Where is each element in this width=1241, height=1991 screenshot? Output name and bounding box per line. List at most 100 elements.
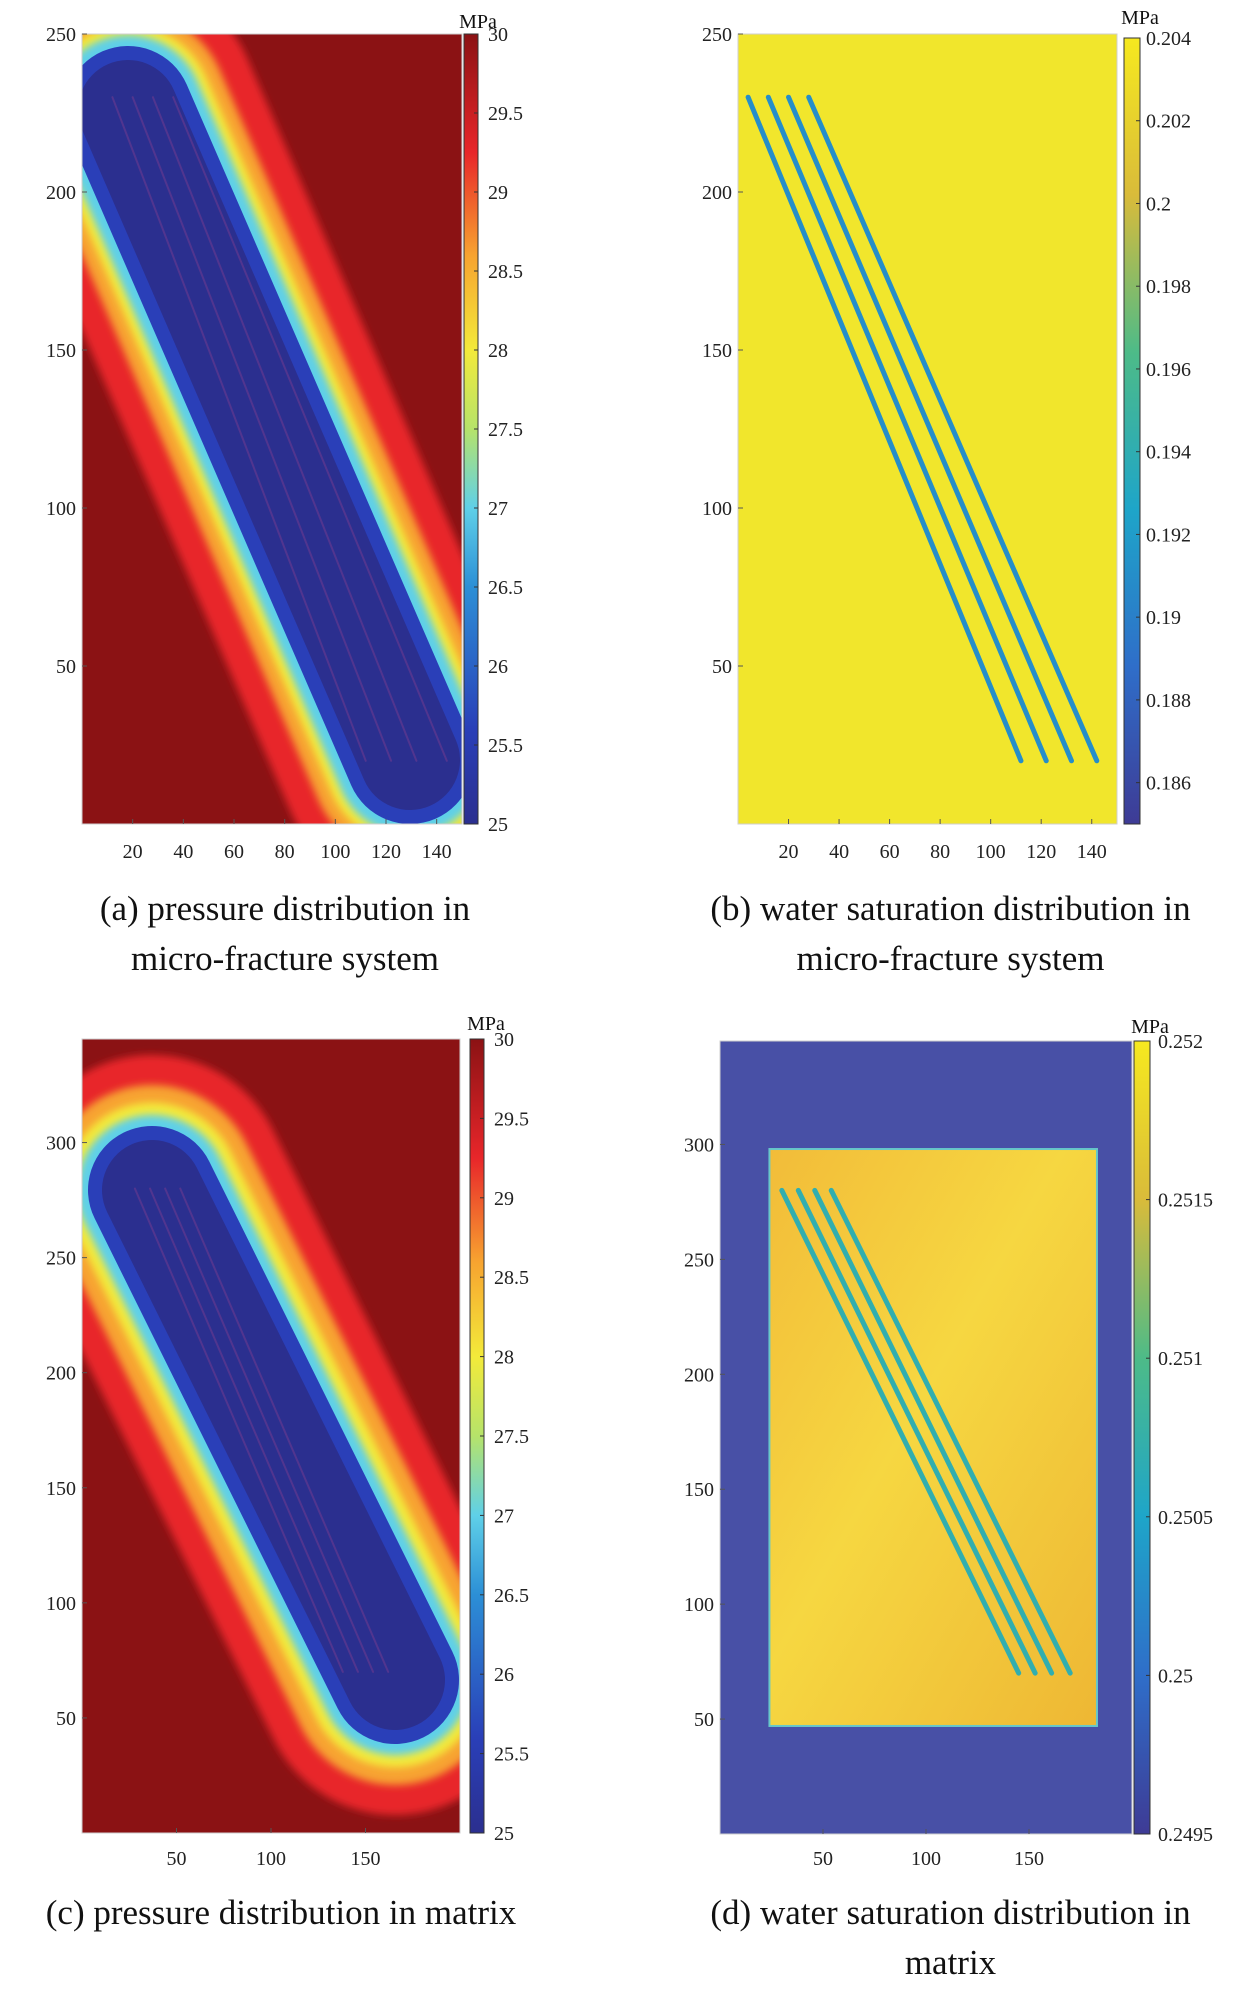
y-tick-label: 150: [702, 340, 732, 362]
colorbar-tick-label: 27: [494, 1505, 514, 1527]
colorbar-tick-label: 0.2505: [1158, 1507, 1213, 1529]
y-tick-label: 50: [694, 1709, 714, 1731]
caption-a-line-2: micro-fracture system: [130, 939, 440, 978]
x-tick-label: 50: [813, 1848, 833, 1870]
caption-d: (d) water saturation distribution in mat…: [660, 1888, 1241, 1988]
colorbar-tick-label: 26.5: [488, 577, 523, 599]
colorbar-tick-label: 0.2495: [1158, 1824, 1213, 1846]
colorbar-tick-label: 0.2: [1146, 193, 1171, 215]
x-tick-label: 60: [880, 841, 900, 863]
x-tick-label: 60: [224, 841, 244, 863]
colorbar-tick-label: 28.5: [488, 261, 523, 283]
colorbar-tick-label: 30: [488, 24, 508, 46]
colorbar-tick-label: 0.251: [1158, 1348, 1203, 1370]
colorbar-unit-label: MPa: [1131, 1016, 1169, 1038]
fracture-line: [765, 94, 1049, 764]
fracture-line: [812, 1187, 1055, 1676]
colorbar-tick-label: 25: [494, 1823, 514, 1845]
colorbar-unit-label: MPa: [467, 1013, 505, 1035]
caption-a: (a) pressure distribution in micro-fract…: [20, 884, 550, 984]
x-tick-label: 120: [1026, 841, 1056, 863]
colorbar-tick-label: 0.204: [1146, 28, 1191, 50]
colorbar-tick-label: 25: [488, 814, 508, 836]
y-tick-label: 200: [684, 1364, 714, 1386]
fracture-line: [745, 94, 1024, 764]
colorbar-tick-label: 26: [494, 1664, 514, 1686]
colorbar-tick-label: 0.194: [1146, 442, 1191, 464]
colorbar-tick-label: 26: [488, 656, 508, 678]
colorbar: [1133, 1040, 1151, 1835]
plot-frame: [737, 33, 1118, 825]
x-tick-label: 140: [1077, 841, 1107, 863]
fracture-line: [149, 1187, 359, 1673]
x-tick-label: 100: [976, 841, 1006, 863]
y-tick-label: 50: [56, 656, 76, 678]
colorbar-tick-label: 0.252: [1158, 1031, 1203, 1053]
colorbar-tick-label: 0.188: [1146, 690, 1191, 712]
fracture-line: [131, 96, 393, 762]
colorbar-tick-label: 0.186: [1146, 773, 1191, 795]
y-tick-label: 250: [702, 24, 732, 46]
x-tick-label: 150: [351, 1848, 381, 1870]
caption-d-line-1: (d) water saturation distribution in: [710, 1893, 1191, 1932]
y-tick-label: 150: [46, 1478, 76, 1500]
y-tick-label: 50: [712, 656, 732, 678]
panel-a-heatmap: [82, 34, 462, 824]
fracture-line: [795, 1187, 1038, 1676]
colorbar-tick-label: 28: [494, 1347, 514, 1369]
colorbar-tick-label: 29.5: [494, 1108, 529, 1130]
panel-c-heatmap: [82, 1039, 460, 1833]
fracture-line: [779, 1187, 1022, 1676]
y-tick-label: 100: [46, 1593, 76, 1615]
y-tick-label: 100: [46, 498, 76, 520]
x-tick-label: 80: [930, 841, 950, 863]
caption-c: (c) pressure distribution in matrix: [0, 1888, 562, 1938]
fracture-line: [828, 1187, 1073, 1676]
colorbar-unit-label: MPa: [1121, 7, 1159, 29]
colorbar-tick-label: 29.5: [488, 103, 523, 125]
colorbar-tick-label: 29: [488, 182, 508, 204]
y-tick-label: 300: [46, 1133, 76, 1155]
colorbar-tick-label: 28.5: [494, 1267, 529, 1289]
x-tick-label: 140: [422, 841, 452, 863]
colorbar-tick-label: 30: [494, 1029, 514, 1051]
y-tick-label: 50: [56, 1708, 76, 1730]
y-tick-label: 200: [46, 1363, 76, 1385]
fracture-line: [164, 1187, 375, 1673]
y-tick-label: 200: [702, 182, 732, 204]
y-tick-label: 250: [46, 24, 76, 46]
x-tick-label: 50: [167, 1848, 187, 1870]
colorbar-tick-label: 27.5: [494, 1426, 529, 1448]
caption-b-line-2: micro-fracture system: [796, 939, 1105, 978]
x-tick-label: 40: [173, 841, 193, 863]
colorbar-tick-label: 27: [488, 498, 508, 520]
fracture-line: [151, 96, 418, 762]
x-tick-label: 100: [256, 1848, 286, 1870]
y-tick-label: 150: [46, 340, 76, 362]
y-tick-label: 250: [684, 1249, 714, 1271]
y-tick-label: 250: [46, 1248, 76, 1270]
fracture-line: [172, 96, 448, 762]
colorbar-tick-label: 29: [494, 1188, 514, 1210]
caption-d-line-2: matrix: [904, 1943, 997, 1982]
fracture-line: [133, 1187, 344, 1673]
caption-b-line-1: (b) water saturation distribution in: [710, 889, 1191, 928]
y-tick-label: 300: [684, 1134, 714, 1156]
x-tick-label: 40: [829, 841, 849, 863]
x-tick-label: 20: [779, 841, 799, 863]
colorbar-tick-label: 27.5: [488, 419, 523, 441]
x-tick-label: 100: [320, 841, 350, 863]
colorbar: [1123, 37, 1141, 825]
caption-b: (b) water saturation distribution in mic…: [660, 884, 1241, 984]
y-tick-label: 150: [684, 1479, 714, 1501]
colorbar-tick-label: 0.192: [1146, 524, 1191, 546]
colorbar-tick-label: 0.198: [1146, 276, 1191, 298]
colorbar-tick-label: 26.5: [494, 1585, 529, 1607]
fracture-line: [786, 94, 1075, 764]
colorbar-tick-label: 0.196: [1146, 359, 1191, 381]
colorbar-tick-label: 0.25: [1158, 1665, 1193, 1687]
